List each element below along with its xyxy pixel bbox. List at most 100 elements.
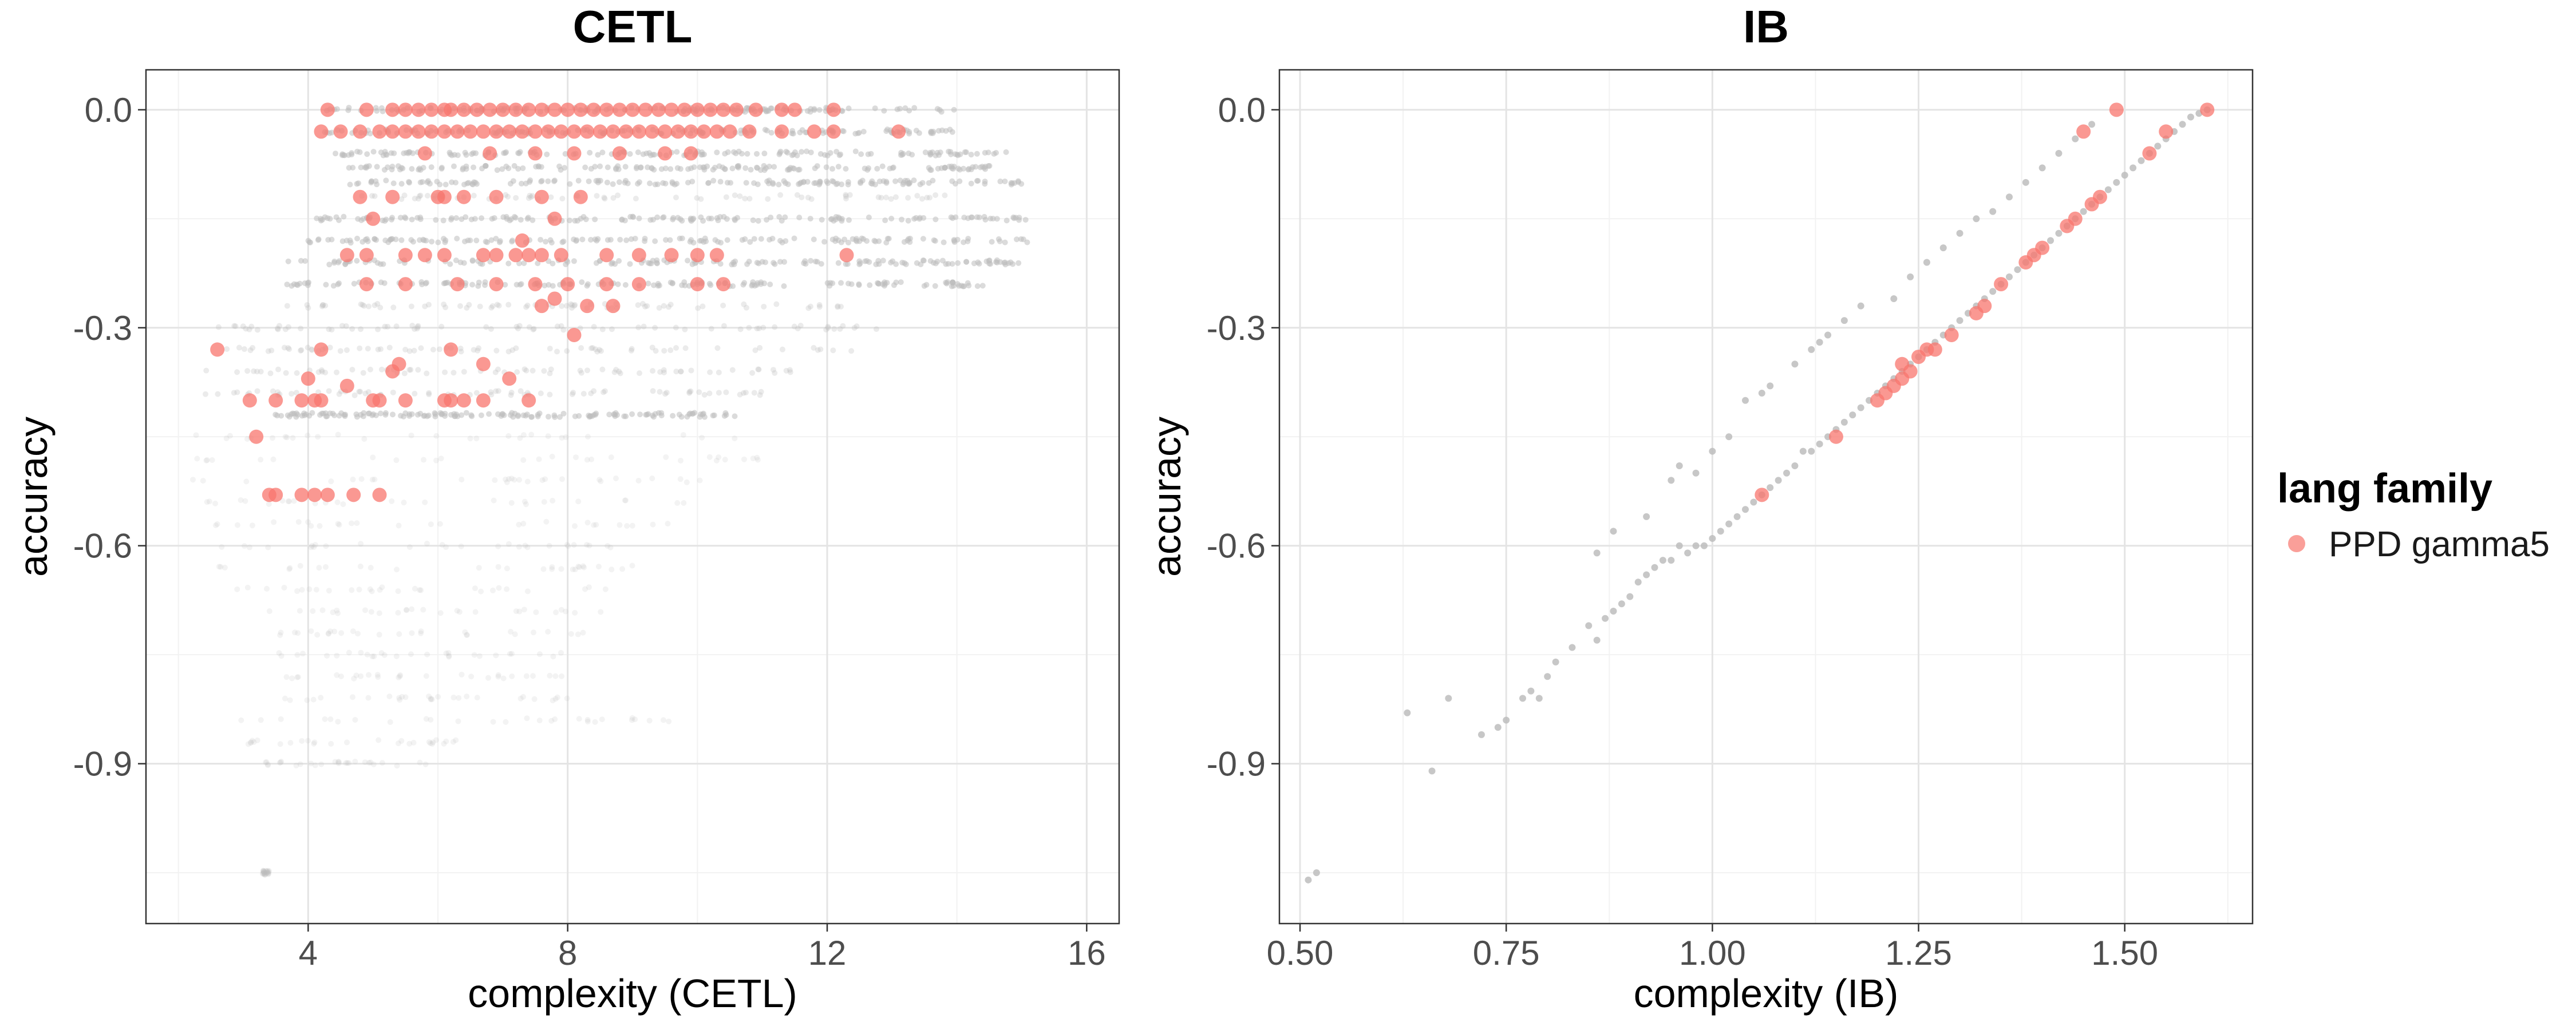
data-point-ppd-gamma5 — [444, 342, 459, 357]
background-point — [807, 303, 813, 310]
background-point — [750, 279, 756, 285]
background-point — [676, 411, 682, 418]
background-point — [939, 258, 946, 264]
background-point — [781, 259, 788, 265]
background-point — [524, 715, 530, 722]
background-point — [524, 302, 531, 308]
background-point — [807, 216, 813, 222]
background-point — [589, 413, 595, 419]
background-point — [609, 261, 615, 267]
background-point — [986, 258, 992, 264]
data-point-ppd-gamma5 — [268, 488, 283, 502]
background-point — [1709, 535, 1716, 542]
data-point-ppd-gamma5 — [651, 102, 666, 117]
background-point — [758, 389, 764, 395]
background-point — [377, 304, 384, 311]
data-point-ppd-gamma5 — [554, 248, 568, 263]
background-point — [258, 369, 264, 375]
background-point — [595, 177, 602, 184]
background-point — [661, 214, 667, 220]
background-point — [476, 565, 482, 571]
background-point — [832, 238, 839, 244]
background-point — [278, 629, 284, 636]
panel-cetl: 4 8 12 160.0-0.3-0.6-0.9 CETL complexity (C… — [11, 1, 1120, 1016]
background-point — [515, 326, 521, 332]
data-point-ppd-gamma5 — [677, 102, 692, 117]
background-point — [924, 195, 930, 201]
data-point-ppd-gamma5 — [742, 124, 757, 139]
background-point — [352, 758, 358, 764]
background-point — [579, 236, 586, 243]
background-point — [541, 499, 547, 505]
background-point — [938, 109, 945, 115]
background-point — [568, 305, 575, 311]
data-point-ppd-gamma5 — [631, 124, 646, 139]
background-point — [737, 193, 743, 199]
background-point — [409, 630, 415, 636]
data-point-ppd-gamma5 — [599, 277, 614, 292]
background-point — [395, 740, 401, 747]
background-point — [354, 235, 361, 241]
background-point — [609, 326, 615, 332]
background-point — [587, 237, 594, 243]
background-point — [357, 389, 364, 395]
background-point — [313, 587, 319, 593]
data-point-ppd-gamma5 — [521, 102, 536, 117]
background-point — [453, 737, 459, 743]
background-point — [632, 716, 638, 723]
background-point — [547, 370, 553, 377]
background-point — [552, 716, 558, 722]
background-point — [311, 739, 318, 746]
background-point — [558, 649, 564, 656]
background-point — [881, 108, 887, 114]
panel-cetl-grid — [146, 70, 1119, 924]
background-point — [370, 454, 376, 461]
data-point-ppd-gamma5 — [690, 248, 705, 263]
background-point — [271, 519, 277, 525]
data-point-ppd-gamma5 — [339, 248, 354, 263]
background-point — [1750, 498, 1757, 506]
background-point — [415, 196, 421, 202]
background-point — [963, 259, 969, 265]
panel-ib-grid — [1279, 70, 2253, 924]
background-point — [286, 346, 293, 352]
background-point — [716, 454, 722, 461]
background-point — [619, 566, 626, 572]
background-point — [390, 389, 396, 395]
background-point — [576, 716, 582, 722]
background-point — [1527, 687, 1535, 695]
background-point — [608, 454, 614, 461]
data-point-ppd-gamma5 — [534, 248, 549, 263]
background-point — [402, 410, 409, 417]
background-point — [723, 194, 729, 200]
background-point — [420, 165, 426, 171]
background-point — [335, 217, 342, 223]
background-point — [260, 868, 267, 874]
background-point — [286, 498, 293, 505]
background-point — [756, 366, 762, 373]
background-point — [508, 500, 515, 506]
background-point — [697, 237, 703, 244]
data-point-ppd-gamma5 — [476, 393, 491, 408]
background-point — [732, 192, 738, 199]
background-point — [545, 433, 551, 439]
background-point — [1725, 433, 1733, 441]
background-point — [435, 694, 441, 700]
background-point — [467, 435, 473, 442]
data-point-ppd-gamma5 — [359, 102, 374, 117]
background-point — [685, 180, 691, 186]
background-point — [421, 237, 427, 244]
background-point — [923, 282, 930, 288]
background-point — [1544, 673, 1551, 680]
background-point — [617, 236, 623, 243]
background-point — [535, 163, 542, 169]
background-point — [584, 367, 591, 374]
background-point — [610, 195, 617, 201]
background-point — [783, 367, 789, 374]
background-point — [563, 434, 569, 441]
background-point — [432, 411, 438, 418]
background-point — [502, 282, 508, 288]
data-point-ppd-gamma5 — [560, 102, 575, 117]
background-point — [523, 367, 530, 374]
background-point — [333, 150, 339, 157]
